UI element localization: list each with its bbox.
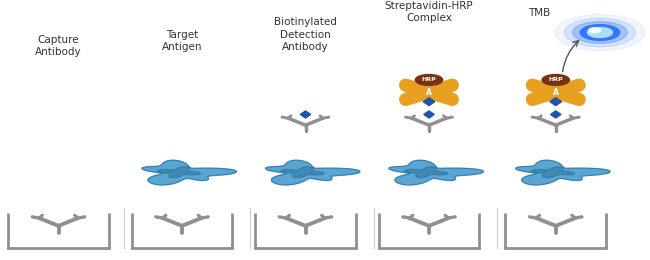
Polygon shape <box>424 111 434 118</box>
Polygon shape <box>265 160 360 185</box>
Polygon shape <box>423 98 435 106</box>
Circle shape <box>588 28 612 37</box>
Circle shape <box>542 74 569 85</box>
Polygon shape <box>551 111 561 118</box>
Text: HRP: HRP <box>422 77 436 82</box>
Text: Biotinylated
Detection
Antibody: Biotinylated Detection Antibody <box>274 17 337 52</box>
Text: A: A <box>426 88 432 97</box>
Polygon shape <box>300 111 311 118</box>
Polygon shape <box>531 167 575 178</box>
Circle shape <box>589 28 601 32</box>
Polygon shape <box>389 160 484 185</box>
Polygon shape <box>157 167 201 178</box>
Circle shape <box>415 74 443 85</box>
Polygon shape <box>142 160 237 185</box>
Polygon shape <box>281 167 324 178</box>
Text: HRP: HRP <box>549 77 563 82</box>
Circle shape <box>555 15 645 50</box>
Text: A: A <box>552 88 559 97</box>
Text: Capture
Antibody: Capture Antibody <box>35 35 82 57</box>
Text: Streptavidin-HRP
Complex: Streptavidin-HRP Complex <box>385 1 473 23</box>
Circle shape <box>580 25 619 40</box>
Text: TMB: TMB <box>528 8 551 18</box>
Text: Target
Antigen: Target Antigen <box>162 30 202 52</box>
Circle shape <box>564 18 636 47</box>
Circle shape <box>573 22 627 43</box>
Polygon shape <box>515 160 610 185</box>
Polygon shape <box>550 98 562 106</box>
Polygon shape <box>404 167 448 178</box>
